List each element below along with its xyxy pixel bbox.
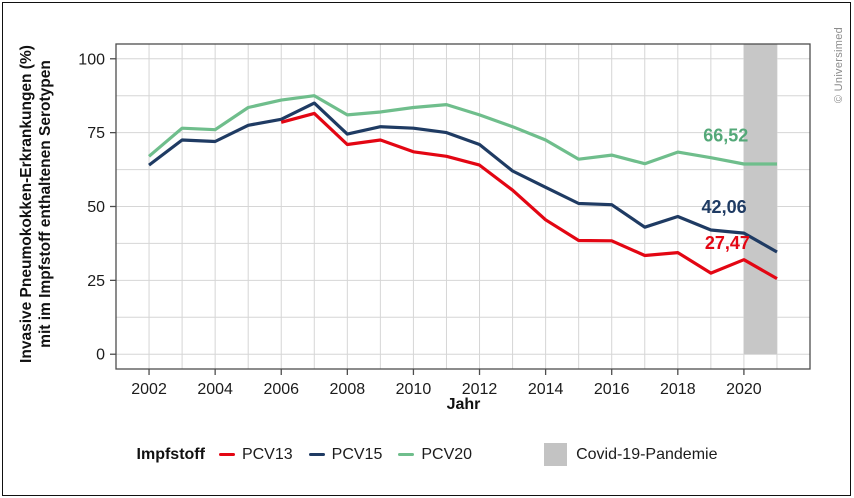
y-axis-title: Invasive Pneumokokken-Erkrankungen (%) m…: [17, 14, 57, 394]
legend-label-covid: Covid-19-Pandemie: [576, 445, 718, 463]
x-tick-label: 2006: [263, 381, 299, 398]
y-axis-title-line1: Invasive Pneumokokken-Erkrankungen (%): [18, 45, 35, 363]
x-tick-label: 2012: [462, 381, 498, 398]
y-tick-label: 75: [87, 125, 105, 142]
series-line-pcv13: [280, 111, 778, 280]
x-axis-title: Jahr: [446, 396, 481, 413]
pcv20-line-swatch: [398, 452, 415, 457]
x-tick-label: 2010: [396, 381, 432, 398]
legend-title: Impfstoff: [136, 445, 205, 463]
legend-label-pcv15: PCV15: [331, 445, 383, 463]
x-tick-label: 2018: [660, 381, 696, 398]
series-line-pcv15: [148, 101, 778, 254]
legend-item-pcv20: PCV20: [398, 446, 472, 464]
x-tick-label: 2016: [594, 381, 630, 398]
legend: Impfstoff PCV13 PCV15 PCV20 Covid-19-Pan…: [0, 443, 854, 466]
value-label-pcv13: 27,47: [705, 233, 750, 253]
y-axis-title-line2: mit im Impfstoff enthaltenen Serotypen: [37, 60, 54, 348]
pcv13-line-swatch: [218, 452, 235, 457]
y-tick-label: 25: [87, 273, 105, 290]
y-tick-label: 100: [78, 51, 105, 68]
legend-label-pcv20: PCV20: [421, 445, 473, 463]
pcv15-line-swatch: [308, 452, 325, 457]
value-label-pcv15: 42,06: [702, 197, 747, 217]
legend-item-pcv15: PCV15: [308, 445, 383, 464]
y-tick-label: 50: [87, 199, 105, 216]
legend-item-pcv13: PCV13: [218, 445, 293, 464]
y-tick-label: 0: [96, 347, 105, 364]
series-line-pcv20: [147, 94, 777, 166]
covid-pandemic-band: [743, 44, 777, 355]
value-label-pcv20: 66,52: [703, 126, 748, 146]
x-tick-label: 2004: [197, 381, 233, 398]
legend-label-pcv13: PCV13: [241, 445, 293, 463]
legend-item-covid-pandemic: Covid-19-Pandemie: [544, 443, 717, 466]
x-tick-label: 2002: [131, 381, 167, 398]
x-tick-label: 2014: [528, 381, 564, 398]
x-tick-label: 2020: [726, 381, 762, 398]
covid-band-swatch: [544, 443, 568, 466]
x-tick-label: 2008: [330, 381, 366, 398]
copyright-text: © Universimed: [833, 26, 845, 104]
